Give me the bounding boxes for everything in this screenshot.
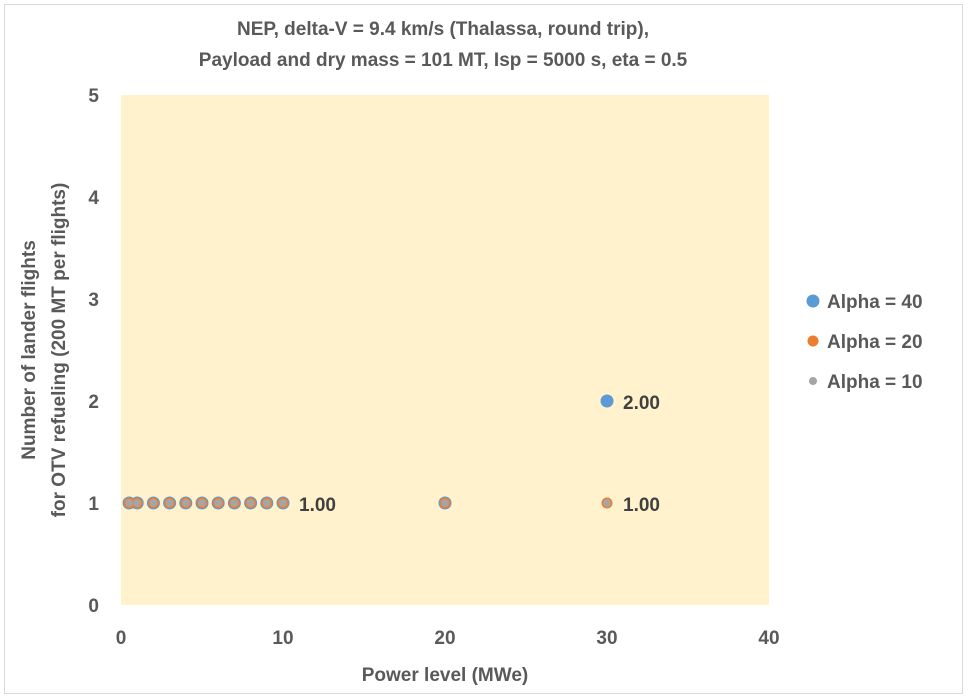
x-tick-label: 0 xyxy=(116,628,127,649)
y-tick-label: 4 xyxy=(88,188,99,209)
x-tick-label: 40 xyxy=(758,628,779,649)
y-axis-title-line-1: Number of lander flights xyxy=(19,240,40,460)
x-tick-label: 20 xyxy=(434,628,455,649)
legend-marker xyxy=(806,294,820,308)
point-series-3 xyxy=(133,499,142,507)
point-series-3 xyxy=(230,499,239,507)
point-series-1 xyxy=(600,394,614,408)
scatter-chart: NEP, delta-V = 9.4 km/s (Thalassa, round… xyxy=(19,19,923,686)
chart-title-line-1: NEP, delta-V = 9.4 km/s (Thalassa, round… xyxy=(237,19,649,40)
point-series-3 xyxy=(125,499,134,507)
point-series-3 xyxy=(262,499,271,507)
y-tick-labels: 0 1 2 3 4 5 xyxy=(88,86,99,617)
legend-marker xyxy=(807,335,819,347)
point-series-3 xyxy=(441,499,449,507)
x-axis-title: Power level (MWe) xyxy=(362,665,528,686)
data-label: 1.00 xyxy=(623,495,660,516)
legend-label: Alpha = 40 xyxy=(827,292,923,313)
point-series-3 xyxy=(165,499,174,507)
y-tick-label: 5 xyxy=(88,86,99,107)
point-series-3 xyxy=(603,499,611,507)
point-series-3 xyxy=(214,499,223,507)
y-axis-title-line-2: for OTV refueling (200 MT per flights) xyxy=(49,183,70,518)
y-tick-label: 2 xyxy=(88,392,99,413)
point-series-3 xyxy=(198,499,206,507)
x-tick-label: 30 xyxy=(596,628,617,649)
data-labels: 1.00 2.00 1.00 xyxy=(299,393,660,516)
legend: Alpha = 40 Alpha = 20 Alpha = 10 xyxy=(806,292,923,393)
y-tick-label: 1 xyxy=(88,494,99,515)
data-label: 1.00 xyxy=(299,495,336,516)
x-tick-label: 10 xyxy=(272,628,293,649)
point-series-3 xyxy=(181,499,190,507)
chart-frame: NEP, delta-V = 9.4 km/s (Thalassa, round… xyxy=(4,4,963,694)
point-series-3 xyxy=(149,499,158,507)
legend-label: Alpha = 10 xyxy=(827,372,923,393)
x-tick-labels: 0 10 20 30 40 xyxy=(116,628,780,649)
data-points xyxy=(122,394,614,510)
y-tick-label: 3 xyxy=(88,290,99,311)
y-tick-label: 0 xyxy=(88,596,99,617)
chart-title-line-2: Payload and dry mass = 101 MT, Isp = 500… xyxy=(199,50,688,71)
data-label: 2.00 xyxy=(623,393,660,414)
plot-area xyxy=(121,95,769,605)
point-series-3 xyxy=(279,499,287,507)
legend-label: Alpha = 20 xyxy=(827,332,923,353)
legend-marker xyxy=(809,377,817,385)
point-series-3 xyxy=(246,499,255,507)
